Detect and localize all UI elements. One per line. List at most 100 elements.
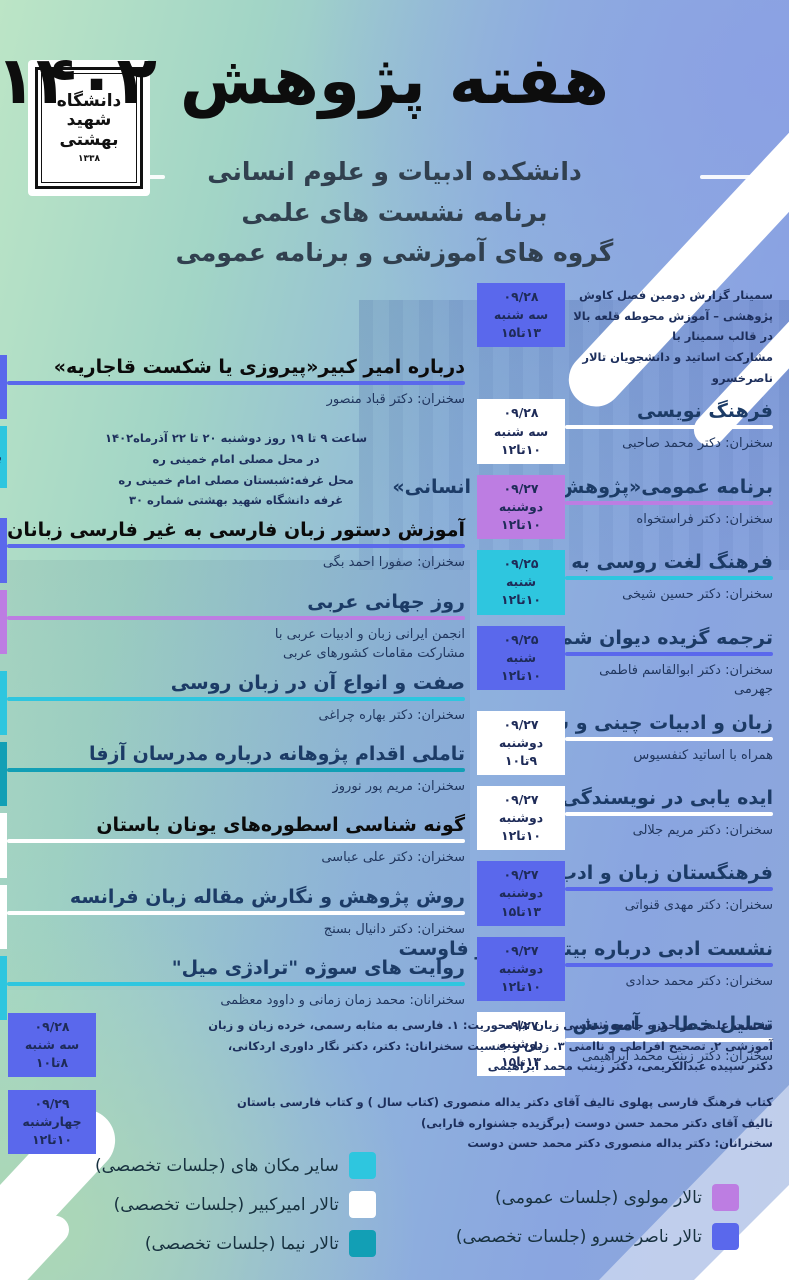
session-speaker: سخنران: دکتر بهاره چراغی <box>318 707 465 723</box>
session-date: ۰۹/۲۷ <box>503 1018 539 1034</box>
session-speaker: سخنرانان: محمد زمان زمانی و داوود معظمی <box>220 993 465 1008</box>
session-content: درباره امیر کبیر«پیروزی یا شکست قاجاریه»… <box>7 355 473 410</box>
session-speaker: سخنران: دکتر مهدی قنواتی <box>624 898 773 914</box>
session-speaker: سخنران: دکتر محمد صاحبی <box>622 436 773 452</box>
session-date: ۰۹/۲۸ <box>503 405 539 421</box>
session-time: ۱۰تا۱۲ <box>32 1132 72 1148</box>
session-date: ۰۹/۲۷ <box>0 360 4 378</box>
session-title: نشست ادبی درباره بیتامتنیت در فاوست <box>398 937 773 960</box>
legend-item-amirkabir-hall: تالار امیرکبیر (جلسات تخصصی) <box>95 1191 376 1218</box>
color-swatch-nima <box>348 1230 376 1257</box>
schedule-column-right: سمینار گزارش دومین فصل کاوش پژوهشی – آمو… <box>392 283 781 1087</box>
session-underline <box>7 910 465 915</box>
session-day: سه شنبه <box>24 1037 80 1053</box>
session-time: ۱۰تا۱۲ <box>501 978 541 994</box>
session-day: سه شنبه <box>0 765 4 783</box>
session-datebox: ۰۹/۲۸ سه شنبه ۱۳تا۱۵ <box>0 741 8 807</box>
session-datebox: ۰۹/۲۷ دوشنبه ۹تا۱۰ <box>0 355 8 420</box>
session-time: ۱۳تا۱۵ <box>501 1054 541 1070</box>
session-persian-academy: فرهنگستان زبان و ادب فارسی سخنران: دکتر … <box>477 861 781 926</box>
session-date: ۰۹/۲۸ <box>503 289 539 304</box>
session-underline <box>7 544 465 549</box>
session-public-research-humanities: برنامه عمومی«پژوهش در علوم انسانی» سخنرا… <box>392 474 781 540</box>
session-faust-intertextuality: نشست ادبی درباره بیتامتنیت در فاوست سخنر… <box>398 936 781 1002</box>
session-underline <box>565 811 773 816</box>
session-day: یکشنبه <box>0 613 4 631</box>
session-underline <box>7 615 465 620</box>
session-content: آموزش دستور زبان فارسی به غیر فارسی زبان… <box>7 518 473 573</box>
session-day: شنبه <box>505 574 537 590</box>
session-speaker: سخنران: دکتر علی عباسی <box>321 850 465 866</box>
session-creative-writing-ideas: ایده یابی در نویسندگی خلاق سخنران: دکتر … <box>477 785 781 851</box>
session-lexicography: فرهنگ نویسی سخنران: دکتر محمد صاحبی ۰۹/۲… <box>477 399 781 464</box>
session-content: زبان و ادبیات چینی و شرق دور همراه با اس… <box>482 711 781 766</box>
color-swatch-amirkabir <box>348 1191 376 1218</box>
session-date: ۰۹/۲۹ <box>0 818 4 836</box>
session-datebox: ۰۹/۲۹ چهارشنبه ۱۰تا۱۲ <box>0 813 8 878</box>
session-content: ترجمه گزیده دیوان شمس سخنران: دکتر ابوال… <box>534 626 781 700</box>
session-day: دوشنبه <box>498 960 544 976</box>
session-time: ۸تا۱۰ <box>35 1055 69 1071</box>
session-speaker: سخنران: دکتر محمد حدادی <box>625 973 773 989</box>
legend-label: تالار ناصرخسرو (جلسات تخصصی) <box>455 1226 702 1247</box>
session-underline <box>7 767 465 772</box>
session-russian-persian-dictionary: فرهنگ لغت روسی به فارسی سخنران: دکتر حسی… <box>477 550 781 615</box>
session-time: ۱۳تا۱۵ <box>501 325 541 341</box>
session-content: ایده یابی در نویسندگی خلاق سخنران: دکتر … <box>510 786 781 841</box>
university-logo-frame: دانشگاه شهید بهشتی ۱۳۳۸ <box>35 67 143 189</box>
session-note-text: نشست علمی در حوزه جامعه شناسی زبان ،با م… <box>208 1018 773 1074</box>
session-day: سه شنبه <box>0 694 4 712</box>
session-underline <box>565 500 773 505</box>
session-date: ۰۹/۲۷ <box>503 480 539 496</box>
university-logo-year: ۱۳۳۸ <box>78 154 100 165</box>
session-content: روایت های سوژه "ترادژی میل" سخنرانان: مح… <box>7 956 473 1011</box>
session-datebox: ۰۹/۲۷ دوشنبه ۱۳تا۱۵ <box>477 861 565 926</box>
session-time: ۱۰تا۱۲ <box>501 592 541 608</box>
subtitle-line-1: دانشکده ادبیات و علوم انسانی <box>207 157 582 186</box>
session-content: برنامه عمومی«پژوهش در علوم انسانی» سخنرا… <box>392 475 781 530</box>
session-datebox: ۰۹/۲۵ شنبه ۱۰تا۱۲ <box>477 550 565 615</box>
session-speaker: سخنران: صفورا احمد بگی <box>322 555 465 571</box>
session-datebox: ۰۹/۲۷ دوشنبه ۱۳تا۱۵ <box>477 1012 565 1077</box>
session-date: ۰۹/۲۵ <box>503 556 539 572</box>
session-title: فرهنگ نویسی <box>637 400 773 423</box>
university-logo: دانشگاه شهید بهشتی ۱۳۳۸ <box>28 60 150 196</box>
session-day: دوشنبه <box>498 885 544 901</box>
session-error-analysis: تحلیل خطا در آموزش زبان سخنران: دکتر زین… <box>477 1012 781 1077</box>
session-datebox: ۰۹/۲۵ شنبه ۱۴تا۱۶ <box>0 518 8 583</box>
session-datebox: برنامه جانبی <box>0 426 8 489</box>
session-datebox: ۰۹/۲۸ سه شنبه ۱۳تا۱۵ <box>0 670 8 735</box>
session-time: ۱۳تا۱۵ <box>0 926 4 944</box>
legend-label: سایر مکان های (جلسات تخصصی) <box>95 1155 339 1176</box>
session-note-text: ساعت ۹ تا ۱۹ روز دوشنبه ۲۰ تا ۲۲ آذرماه۱… <box>105 431 368 508</box>
session-time: ۱۰تا۱۲ <box>0 855 4 873</box>
session-date: ۰۹/۲۹ <box>0 890 4 908</box>
session-chinese-far-east: زبان و ادبیات چینی و شرق دور همراه با اس… <box>477 710 781 775</box>
session-day: دوشنبه <box>498 734 544 750</box>
session-day: دوشنبه <box>498 810 544 826</box>
session-datebox: ۰۹/۲۷ دوشنبه ۱۰تا۱۲ <box>477 474 565 540</box>
session-time: ۱۳تا۱۵ <box>0 712 4 730</box>
session-time: ۱۳تا۱۵ <box>0 783 4 801</box>
schedule-column-left: درباره امیر کبیر«پیروزی یا شکست قاجاریه»… <box>0 283 473 1087</box>
session-shams-divan-translation: ترجمه گزیده دیوان شمس سخنران: دکتر ابوال… <box>477 625 781 700</box>
session-date: ۰۹/۲۵ <box>503 631 539 647</box>
session-date: ۰۹/۲۷ <box>503 867 539 883</box>
session-day: دوشنبه <box>498 498 544 514</box>
legend-label: تالار نیما (جلسات تخصصی) <box>144 1233 339 1254</box>
legend-item-other-locations: سایر مکان های (جلسات تخصصی) <box>95 1152 376 1179</box>
session-side-program: ساعت ۹ تا ۱۹ روز دوشنبه ۲۰ تا ۲۲ آذرماه۱… <box>0 426 473 511</box>
session-content: فرهنگستان زبان و ادب فارسی سخنران: دکتر … <box>483 861 781 916</box>
session-date: ۰۹/۲۸ <box>0 747 4 765</box>
session-datebox: ۰۹/۲۷ دوشنبه ۱۰تا۱۲ <box>477 785 565 851</box>
session-datebox: ۱۰/۰۳ یکشنبه ۹تا۱۲ <box>0 589 8 654</box>
session-day: شنبه <box>0 541 4 559</box>
session-speaker: سخنران: دکتر دانیال بسنج <box>323 921 465 937</box>
session-title: فرهنگ لغت روسی به فارسی <box>496 551 773 574</box>
session-title: تحلیل خطا در آموزش زبان <box>524 1013 773 1036</box>
session-underline <box>565 651 773 656</box>
session-speaker: همراه با اساتید کنفسیوس <box>633 747 773 763</box>
session-day: چهارشنبه <box>22 1114 82 1130</box>
color-swatch-molavi <box>712 1184 739 1211</box>
session-title: درباره امیر کبیر«پیروزی یا شکست قاجاریه» <box>53 356 465 378</box>
